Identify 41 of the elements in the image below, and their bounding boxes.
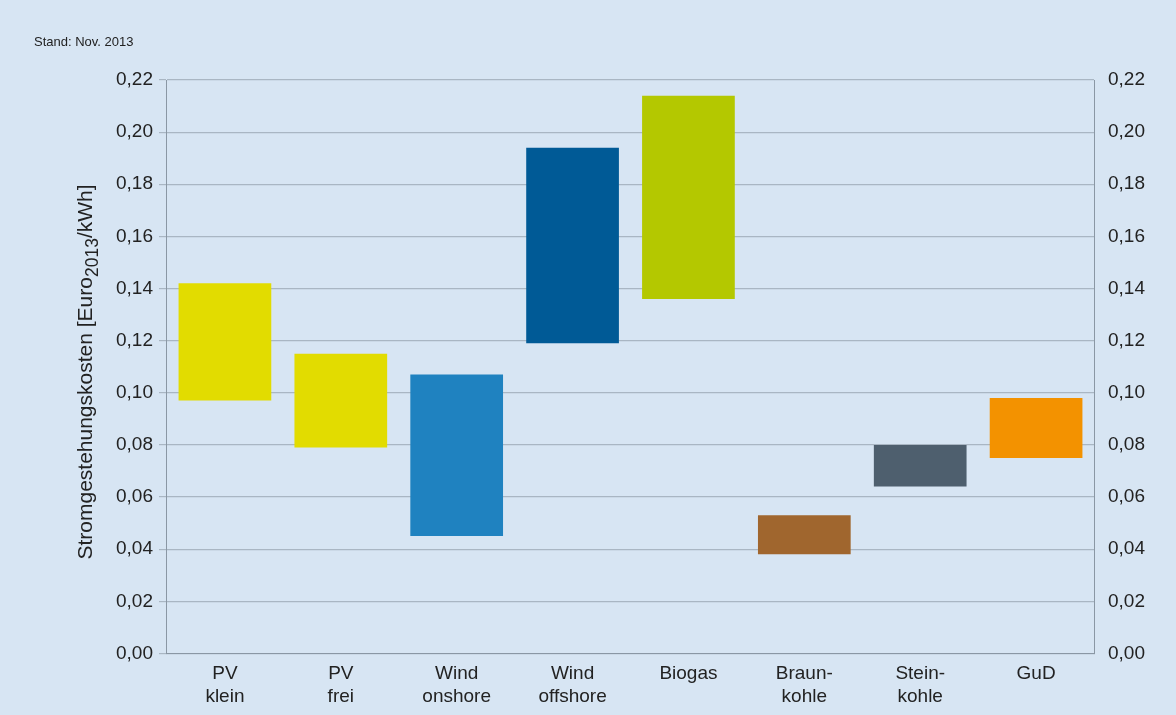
y2-tick-label: 0,04 bbox=[1108, 537, 1146, 559]
x-tick-label: Braun- kohle bbox=[775, 662, 833, 706]
y2-tick-label: 0,12 bbox=[1108, 328, 1145, 350]
x-tick-label: Wind onshore bbox=[422, 662, 492, 706]
bar bbox=[757, 515, 851, 555]
y-tick-label: 0,18 bbox=[116, 172, 153, 194]
bar bbox=[178, 283, 272, 401]
text: Stand: Nov. 2013 bbox=[34, 34, 134, 49]
y-tick-label: 0,08 bbox=[116, 433, 153, 455]
y-tick-label: 0,10 bbox=[116, 381, 153, 402]
bar bbox=[526, 147, 619, 344]
bar bbox=[989, 397, 1083, 458]
x-tick-label: Biogas bbox=[659, 662, 718, 684]
x-tick-label: GuD bbox=[1016, 662, 1056, 684]
y-tick-label: 0,06 bbox=[116, 485, 153, 507]
x-tick-label: PV klein bbox=[205, 662, 245, 706]
y2-tick-label: 0,08 bbox=[1108, 433, 1145, 455]
bar bbox=[642, 95, 735, 299]
bar bbox=[873, 444, 967, 487]
y2-tick-label: 0,06 bbox=[1108, 485, 1145, 507]
y-tick-label: 0,02 bbox=[116, 589, 153, 611]
y-tick-label: 0,04 bbox=[116, 537, 154, 559]
bar bbox=[294, 353, 388, 448]
y-tick-label: 0,16 bbox=[116, 224, 153, 246]
y2-tick-label: 0,00 bbox=[1108, 641, 1145, 663]
y2-tick-label: 0,20 bbox=[1108, 120, 1145, 142]
y2-tick-label: 0,02 bbox=[1108, 589, 1145, 611]
y2-tick-label: 0,10 bbox=[1108, 381, 1145, 402]
x-tick-label: Stein- kohle bbox=[895, 662, 946, 706]
y2-tick-label: 0,22 bbox=[1108, 68, 1145, 90]
y-tick-label: 0,14 bbox=[116, 276, 154, 298]
y-tick-label: 0,00 bbox=[116, 641, 153, 663]
x-tick-label: PV frei bbox=[327, 662, 354, 706]
y2-tick-label: 0,16 bbox=[1108, 224, 1145, 246]
x-tick-label: Wind offshore bbox=[538, 662, 607, 706]
y2-tick-label: 0,18 bbox=[1108, 172, 1145, 194]
y-tick-label: 0,22 bbox=[116, 68, 153, 90]
y2-tick-label: 0,14 bbox=[1108, 276, 1146, 298]
y-tick-label: 0,20 bbox=[116, 120, 153, 142]
bar bbox=[410, 374, 504, 537]
y-tick-label: 0,12 bbox=[116, 328, 153, 350]
